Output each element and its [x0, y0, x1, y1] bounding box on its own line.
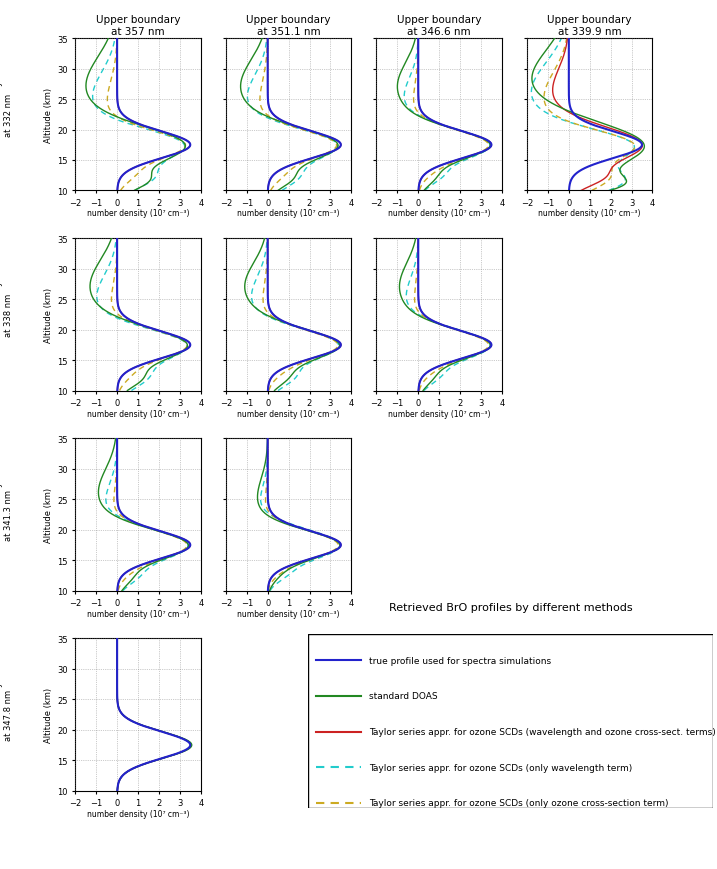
Text: Taylor series appr. for ozone SCDs (only wavelength term): Taylor series appr. for ozone SCDs (only… [369, 763, 632, 772]
X-axis label: number density (10⁷ cm⁻³): number density (10⁷ cm⁻³) [87, 209, 189, 218]
X-axis label: number density (10⁷ cm⁻³): number density (10⁷ cm⁻³) [388, 209, 490, 218]
X-axis label: number density (10⁷ cm⁻³): number density (10⁷ cm⁻³) [538, 209, 641, 218]
X-axis label: number density (10⁷ cm⁻³): number density (10⁷ cm⁻³) [388, 409, 490, 418]
Text: Altitude (km): Altitude (km) [44, 488, 53, 542]
Text: Lower boundary
at 341.3 nm: Lower boundary at 341.3 nm [0, 481, 14, 549]
X-axis label: number density (10⁷ cm⁻³): number density (10⁷ cm⁻³) [237, 409, 340, 418]
X-axis label: number density (10⁷ cm⁻³): number density (10⁷ cm⁻³) [237, 609, 340, 618]
Text: Taylor series appr. for ozone SCDs (wavelength and ozone cross-sect. terms): Taylor series appr. for ozone SCDs (wave… [369, 727, 716, 736]
Text: Taylor series appr. for ozone SCDs (only ozone cross-section term): Taylor series appr. for ozone SCDs (only… [369, 799, 668, 807]
X-axis label: number density (10⁷ cm⁻³): number density (10⁷ cm⁻³) [87, 409, 189, 418]
Text: Retrieved BrO profiles by different methods: Retrieved BrO profiles by different meth… [389, 603, 632, 613]
Text: true profile used for spectra simulations: true profile used for spectra simulation… [369, 656, 551, 665]
Text: standard DOAS: standard DOAS [369, 692, 437, 700]
X-axis label: number density (10⁷ cm⁻³): number density (10⁷ cm⁻³) [87, 809, 189, 818]
Title: Upper boundary
at 351.1 nm: Upper boundary at 351.1 nm [247, 16, 331, 37]
Text: Lower boundary
at 347.8 nm: Lower boundary at 347.8 nm [0, 680, 14, 749]
Text: Altitude (km): Altitude (km) [44, 687, 53, 742]
Text: Lower boundary
at 332 nm: Lower boundary at 332 nm [0, 81, 14, 149]
Title: Upper boundary
at 339.9 nm: Upper boundary at 339.9 nm [548, 16, 632, 37]
Text: Altitude (km): Altitude (km) [44, 288, 53, 342]
X-axis label: number density (10⁷ cm⁻³): number density (10⁷ cm⁻³) [87, 609, 189, 618]
X-axis label: number density (10⁷ cm⁻³): number density (10⁷ cm⁻³) [237, 209, 340, 218]
Text: Altitude (km): Altitude (km) [44, 88, 53, 143]
Title: Upper boundary
at 346.6 nm: Upper boundary at 346.6 nm [397, 16, 481, 37]
Title: Upper boundary
at 357 nm: Upper boundary at 357 nm [96, 16, 180, 37]
Text: Lower boundary
at 338 nm: Lower boundary at 338 nm [0, 281, 14, 349]
